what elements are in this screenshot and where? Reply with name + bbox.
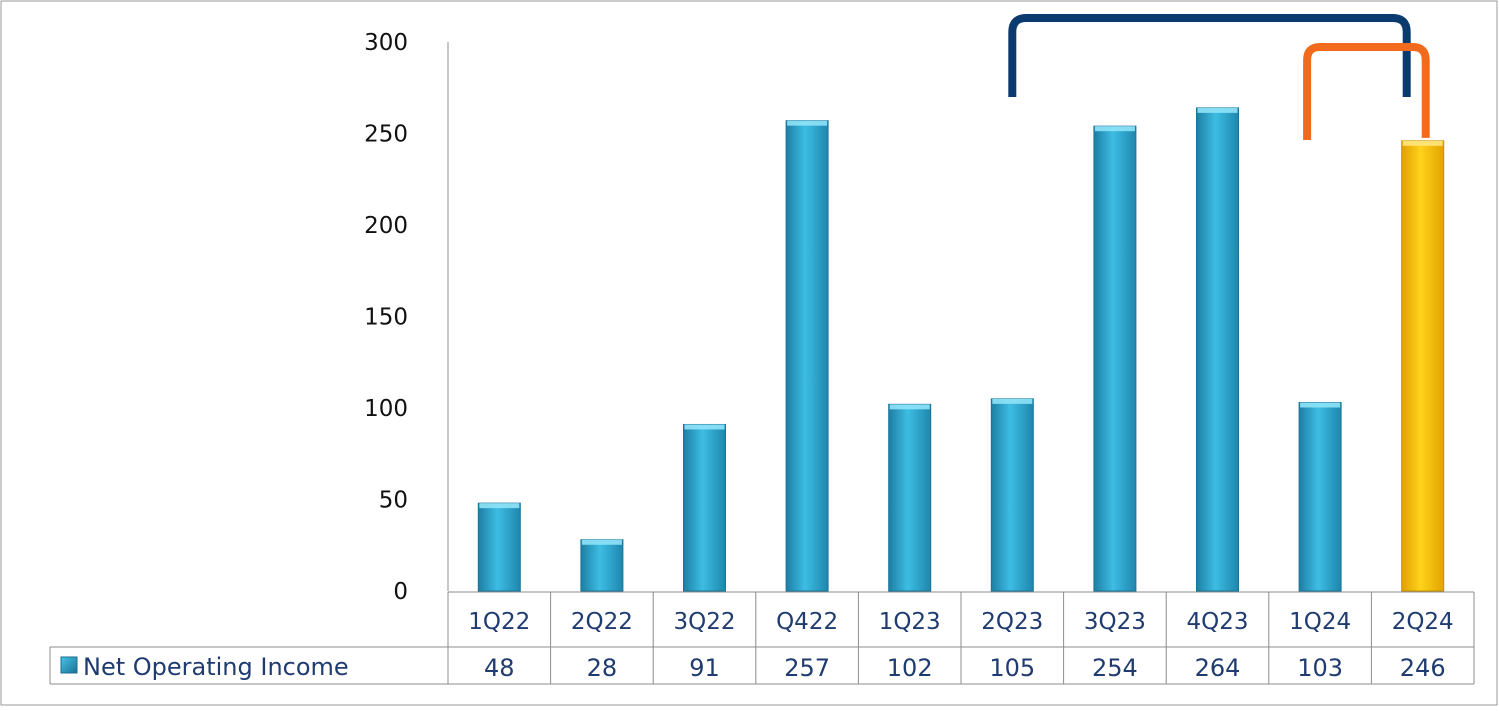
data-label: 105 — [989, 654, 1035, 682]
x-tick-label: 1Q22 — [468, 609, 530, 635]
comparison-brackets — [1008, 14, 1430, 140]
x-tick-label: 2Q24 — [1392, 609, 1454, 635]
bar-cap-2Q23 — [992, 398, 1033, 404]
bar-1Q23 — [888, 403, 932, 592]
table-bg — [50, 592, 1474, 659]
y-tick-label: 50 — [379, 488, 408, 514]
bar-Q422 — [785, 120, 829, 592]
data-label: 102 — [887, 654, 933, 682]
x-tick-label: 3Q23 — [1084, 609, 1146, 635]
x-tick-label: 1Q24 — [1289, 609, 1351, 635]
bar-cap-1Q22 — [479, 503, 520, 509]
data-label: 264 — [1195, 654, 1241, 682]
bar-cap-2Q24 — [1402, 140, 1443, 146]
bar-4Q23 — [1196, 107, 1239, 592]
x-tick-label: 3Q22 — [673, 609, 735, 635]
y-tick-label: 200 — [364, 213, 408, 239]
y-tick-label: 250 — [364, 122, 408, 148]
bar-cap-3Q22 — [684, 424, 725, 430]
data-label: 257 — [784, 654, 830, 682]
data-label: 48 — [484, 654, 515, 682]
y-tick-label: 100 — [364, 396, 408, 422]
bar-2Q22 — [580, 539, 624, 592]
bar-3Q22 — [683, 423, 726, 592]
y-tick-label: 300 — [364, 30, 408, 56]
bar-2Q23 — [990, 398, 1034, 592]
bar-2Q24 — [1401, 140, 1445, 592]
data-table: 1Q22 48 2Q22 28 3Q22 91 Q422 257 1Q23 102 2Q23 105 3… — [49, 591, 1475, 685]
y-axis: 0 50 100 150 200 250 300 — [364, 30, 449, 605]
qoq-bracket — [1303, 43, 1430, 140]
data-label: 91 — [689, 654, 720, 682]
data-label: 28 — [587, 654, 618, 682]
bar-cap-4Q23 — [1197, 107, 1238, 113]
bar-cap-3Q23 — [1094, 126, 1135, 132]
data-label: 103 — [1297, 654, 1343, 682]
bar-1Q22 — [477, 502, 521, 592]
bar-cap-2Q22 — [581, 539, 622, 545]
series-name: Net Operating Income — [83, 653, 349, 681]
x-tick-label: 2Q23 — [981, 609, 1043, 635]
y-tick-label: 150 — [364, 305, 408, 331]
bar-1Q24 — [1298, 402, 1342, 592]
bar-cap-1Q23 — [889, 404, 930, 410]
yoy-bracket — [1008, 14, 1411, 97]
x-tick-label: 2Q22 — [571, 609, 633, 635]
y-tick-label: 0 — [393, 579, 408, 605]
x-tick-label: Q422 — [776, 609, 838, 635]
data-label: 254 — [1092, 654, 1138, 682]
bars — [477, 107, 1445, 592]
x-tick-label: 4Q23 — [1186, 609, 1248, 635]
square-swatch-icon — [60, 656, 78, 674]
x-tick-label: 1Q23 — [879, 609, 941, 635]
bar-cap-Q422 — [787, 120, 828, 126]
bar-3Q23 — [1093, 125, 1137, 592]
bar-cap-1Q24 — [1300, 402, 1341, 408]
data-label: 246 — [1400, 654, 1446, 682]
